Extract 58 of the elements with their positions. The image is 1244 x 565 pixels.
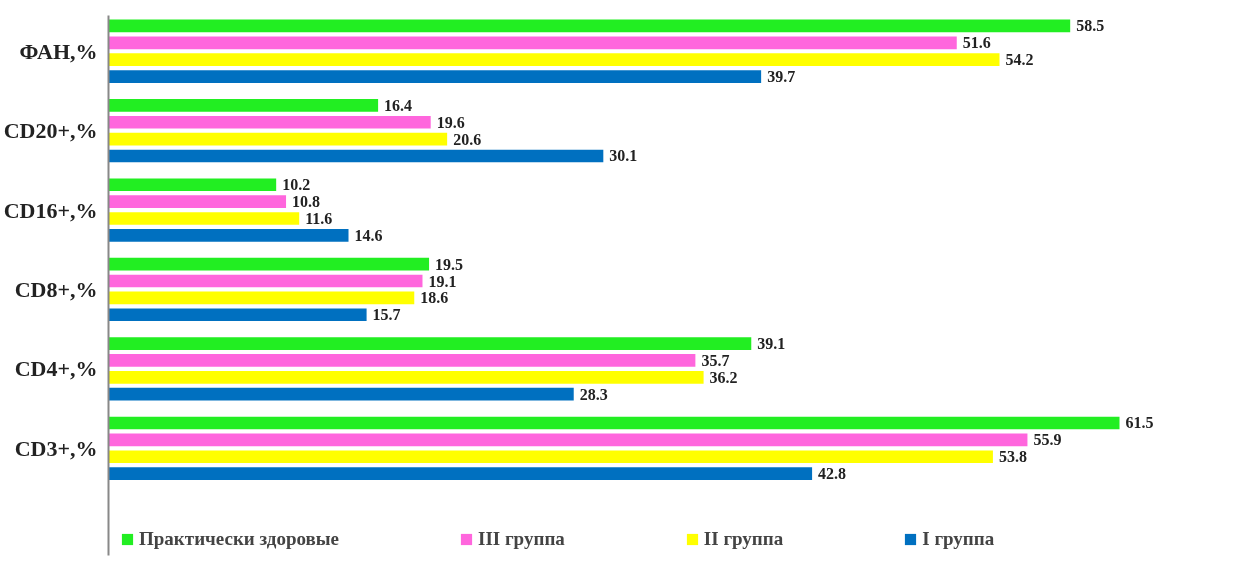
bar: [108, 337, 752, 350]
bar: [108, 212, 300, 225]
bar: [108, 433, 1028, 447]
legend-label: Практически здоровые: [139, 528, 340, 550]
legend-label: II группа: [703, 528, 784, 550]
bar: [108, 450, 993, 464]
data-label: 54.2: [1005, 51, 1034, 69]
data-label: 19.6: [436, 113, 465, 131]
bar: [108, 36, 957, 50]
data-label: 18.6: [420, 289, 449, 307]
data-label: 53.8: [998, 448, 1027, 466]
data-label: 15.7: [372, 306, 401, 324]
data-label: 39.1: [757, 335, 786, 353]
legend-label: I группа: [922, 528, 995, 550]
y-tick-label: CD4+,%: [14, 356, 98, 382]
data-label: 35.7: [701, 351, 730, 369]
data-label: 11.6: [305, 210, 333, 227]
data-label: 28.3: [579, 385, 608, 403]
data-label: 16.4: [384, 96, 413, 114]
bar: [108, 257, 430, 271]
bar: [108, 308, 367, 322]
legend-label: III группа: [478, 528, 565, 550]
bar: [108, 370, 704, 384]
data-label: 58.5: [1076, 17, 1105, 35]
bar: [108, 53, 1000, 66]
data-label: 20.6: [453, 130, 482, 148]
y-tick-label: CD8+,%: [14, 276, 98, 302]
data-label: 10.8: [292, 193, 321, 211]
bar: [108, 416, 1120, 430]
bar: [108, 274, 423, 288]
bar: [108, 354, 696, 367]
y-tick-label: ФАН,%: [19, 38, 98, 64]
data-label: 30.1: [609, 147, 638, 165]
data-label: 19.5: [435, 255, 464, 273]
data-label: 36.2: [709, 368, 738, 386]
data-label: 14.6: [354, 226, 383, 244]
data-label: 51.6: [962, 34, 991, 52]
data-label: 10.2: [282, 176, 311, 194]
bar: [108, 115, 431, 129]
bar: [108, 291, 415, 305]
bar: [108, 387, 574, 401]
y-tick-label: CD3+,%: [14, 435, 98, 461]
data-label: 61.5: [1125, 414, 1154, 432]
y-tick-label: CD20+,%: [3, 118, 98, 144]
bar: [108, 229, 349, 242]
bar: [108, 19, 1071, 33]
data-label: 19.1: [428, 272, 457, 290]
data-label: 55.9: [1033, 431, 1062, 449]
y-tick-label: CD16+,%: [3, 197, 98, 223]
data-label: 39.7: [767, 68, 796, 86]
bar: [108, 132, 448, 146]
bar: [108, 70, 762, 83]
bar: [108, 195, 287, 208]
bar: [108, 149, 604, 163]
data-label: 42.8: [818, 465, 847, 483]
bar: [108, 99, 379, 112]
bar: [108, 178, 277, 192]
bar: [108, 467, 813, 480]
